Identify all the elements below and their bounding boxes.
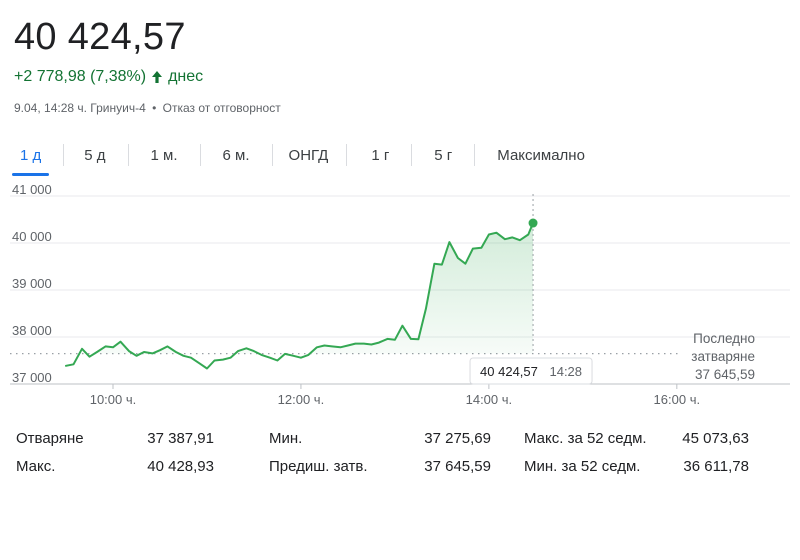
y-tick-label: 37 000 <box>12 370 52 385</box>
tooltip-time: 14:28 <box>549 364 582 379</box>
tab-5-days[interactable]: 5 д <box>84 146 106 164</box>
price-area <box>79 223 533 354</box>
stat-value: 36 611,78 <box>683 458 749 475</box>
x-tick-label: 12:00 ч. <box>278 392 325 407</box>
meta-separator: • <box>152 101 157 115</box>
tab-max[interactable]: Максимално <box>497 146 585 164</box>
y-tick-label: 41 000 <box>12 182 52 197</box>
stat-value: 37 275,69 <box>424 430 491 447</box>
quote-meta: 9.04, 14:28 ч. Гринуич-4 • Отказ от отго… <box>14 101 281 115</box>
tooltip-value: 40 424,57 <box>480 364 538 379</box>
tab-divider <box>346 144 348 166</box>
tab-5-years[interactable]: 5 г <box>434 146 453 164</box>
stat-value: 37 645,59 <box>424 458 491 475</box>
tab-divider <box>199 144 201 166</box>
last-point-marker[interactable] <box>528 218 538 228</box>
stat-value: 37 387,91 <box>147 430 214 447</box>
y-tick-label: 40 000 <box>12 229 52 244</box>
stat-label: Мин. за 52 седм. <box>524 458 641 475</box>
stat-label: Макс. <box>16 458 56 475</box>
tab-divider <box>271 144 273 166</box>
tab-divider <box>63 144 65 166</box>
tab-divider <box>127 144 129 166</box>
x-tick-label: 10:00 ч. <box>90 392 137 407</box>
price-chart[interactable]: 40 424,57 14:28 37 000 38 000 39 000 40 000 4… <box>0 180 800 410</box>
disclaimer-link[interactable]: Отказ от отговорност <box>162 101 281 115</box>
change-value: +2 778,98 (7,38%) <box>14 68 147 85</box>
tab-6-months[interactable]: 6 м. <box>222 146 250 164</box>
previous-close-value: 37 645,59 <box>695 367 755 382</box>
tab-divider <box>474 144 476 166</box>
tab-1-month[interactable]: 1 м. <box>150 146 178 164</box>
stat-value: 40 428,93 <box>147 458 214 475</box>
tab-ytd[interactable]: ОНГД <box>288 146 329 164</box>
stat-label: Предиш. затв. <box>269 458 368 475</box>
y-tick-label: 39 000 <box>12 276 52 291</box>
stat-label: Отваряне <box>16 430 84 447</box>
arrow-up-icon <box>152 71 163 83</box>
timestamp: 9.04, 14:28 ч. Гринуич-4 <box>14 101 146 115</box>
price-line <box>65 222 534 370</box>
range-tabs: 1 д 5 д 1 м. 6 м. ОНГД 1 г 5 г Максималн… <box>0 140 585 176</box>
y-tick-label: 38 000 <box>12 323 52 338</box>
tab-1-day[interactable]: 1 д <box>11 143 50 176</box>
stat-label: Макс. за 52 седм. <box>524 430 647 447</box>
stat-label: Мин. <box>269 430 303 447</box>
current-price: 40 424,57 <box>14 16 186 58</box>
x-tick-label: 14:00 ч. <box>466 392 513 407</box>
previous-close-label: Последно <box>693 331 755 346</box>
x-tick-label: 16:00 ч. <box>654 392 701 407</box>
stat-value: 45 073,63 <box>682 430 749 447</box>
tab-divider <box>411 144 413 166</box>
tab-1-year[interactable]: 1 г <box>371 146 390 164</box>
change-suffix: днес <box>168 68 204 85</box>
price-change: +2 778,98 (7,38%) днес <box>14 68 203 86</box>
tooltip-box <box>469 357 593 385</box>
previous-close-label: затваряне <box>691 349 755 364</box>
